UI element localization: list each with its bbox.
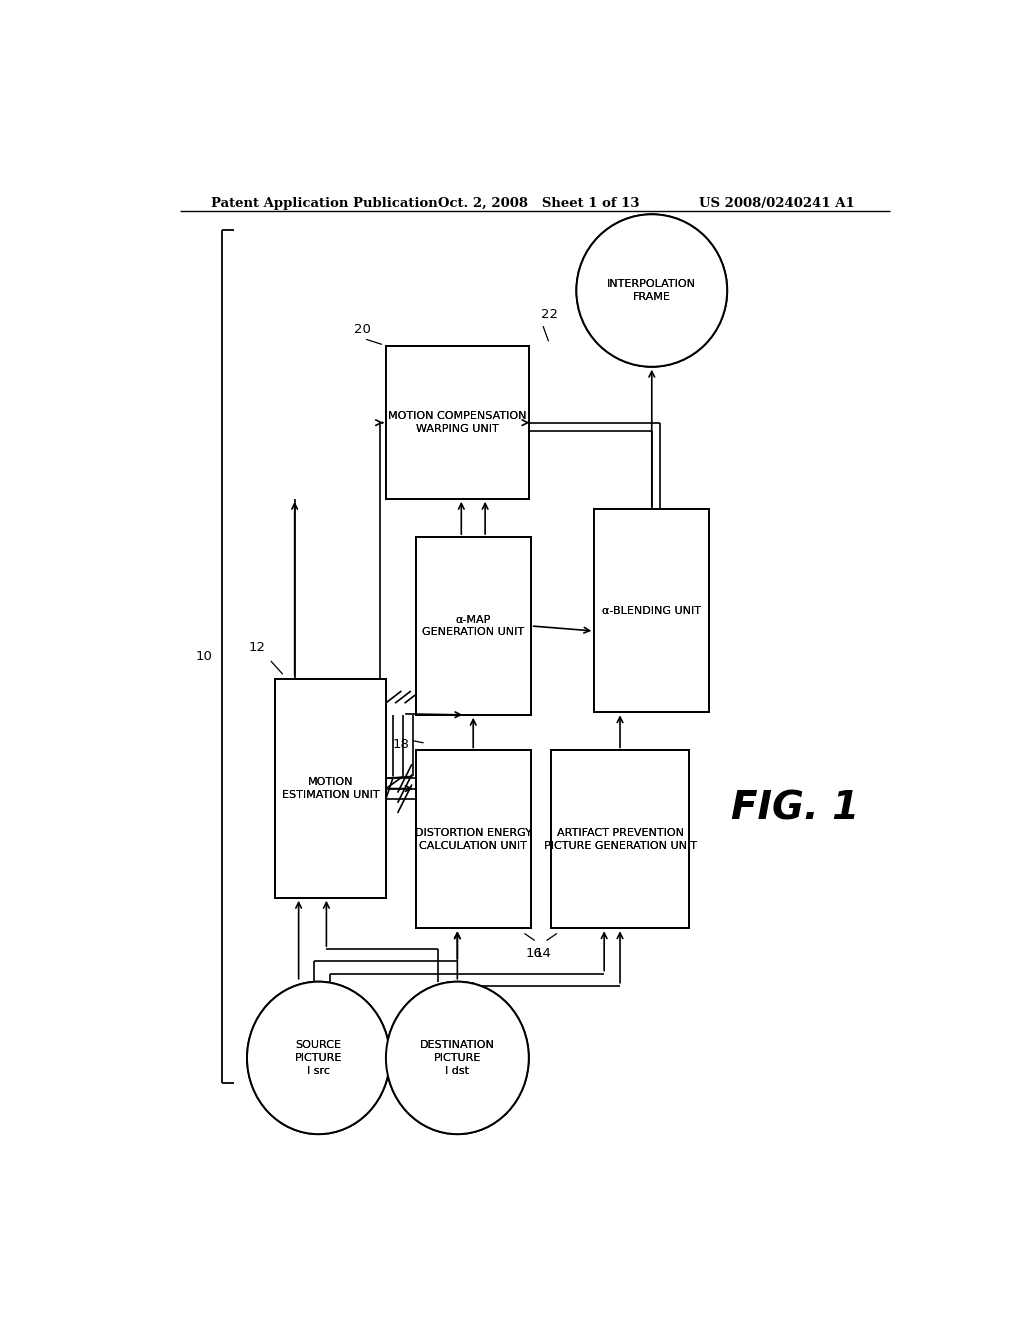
Ellipse shape [386, 982, 528, 1134]
Text: 16: 16 [525, 946, 543, 960]
Text: SOURCE
PICTURE
I src: SOURCE PICTURE I src [295, 1040, 342, 1076]
FancyBboxPatch shape [594, 510, 710, 713]
Ellipse shape [386, 982, 528, 1134]
Text: DISTORTION ENERGY
CALCULATION UNIT: DISTORTION ENERGY CALCULATION UNIT [415, 828, 531, 851]
Text: SOURCE
PICTURE
I src: SOURCE PICTURE I src [295, 1040, 342, 1076]
FancyBboxPatch shape [274, 680, 386, 898]
FancyBboxPatch shape [594, 510, 710, 713]
Text: 20: 20 [354, 323, 371, 337]
Text: 14: 14 [535, 946, 552, 960]
FancyBboxPatch shape [386, 346, 528, 499]
FancyBboxPatch shape [551, 751, 689, 928]
Text: Oct. 2, 2008   Sheet 1 of 13: Oct. 2, 2008 Sheet 1 of 13 [437, 197, 639, 210]
Text: α-BLENDING UNIT: α-BLENDING UNIT [602, 606, 701, 615]
Text: INTERPOLATION
FRAME: INTERPOLATION FRAME [607, 279, 696, 302]
FancyBboxPatch shape [416, 537, 530, 715]
FancyBboxPatch shape [386, 346, 528, 499]
Text: MOTION COMPENSATION
WARPING UNIT: MOTION COMPENSATION WARPING UNIT [388, 412, 526, 434]
FancyBboxPatch shape [416, 537, 530, 715]
FancyBboxPatch shape [416, 751, 530, 928]
Text: ARTIFACT PREVENTION
PICTURE GENERATION UNIT: ARTIFACT PREVENTION PICTURE GENERATION U… [544, 828, 696, 851]
Text: DESTINATION
PICTURE
I dst: DESTINATION PICTURE I dst [420, 1040, 495, 1076]
Text: 12: 12 [248, 642, 265, 653]
Text: US 2008/0240241 A1: US 2008/0240241 A1 [699, 197, 855, 210]
Ellipse shape [247, 982, 390, 1134]
FancyBboxPatch shape [551, 751, 689, 928]
Text: INTERPOLATION
FRAME: INTERPOLATION FRAME [607, 279, 696, 302]
FancyBboxPatch shape [274, 680, 386, 898]
FancyBboxPatch shape [416, 751, 530, 928]
Ellipse shape [247, 982, 390, 1134]
Text: α-BLENDING UNIT: α-BLENDING UNIT [602, 606, 701, 615]
Text: Patent Application Publication: Patent Application Publication [211, 197, 438, 210]
Text: MOTION
ESTIMATION UNIT: MOTION ESTIMATION UNIT [282, 777, 379, 800]
Text: DESTINATION
PICTURE
I dst: DESTINATION PICTURE I dst [420, 1040, 495, 1076]
Text: MOTION COMPENSATION
WARPING UNIT: MOTION COMPENSATION WARPING UNIT [388, 412, 526, 434]
Text: α-MAP
GENERATION UNIT: α-MAP GENERATION UNIT [422, 615, 524, 638]
Text: α-MAP
GENERATION UNIT: α-MAP GENERATION UNIT [422, 615, 524, 638]
Text: 10: 10 [196, 649, 212, 663]
Ellipse shape [577, 214, 727, 367]
Text: 18: 18 [392, 738, 410, 751]
Text: ARTIFACT PREVENTION
PICTURE GENERATION UNIT: ARTIFACT PREVENTION PICTURE GENERATION U… [544, 828, 696, 851]
Text: 22: 22 [541, 308, 558, 321]
Text: DISTORTION ENERGY
CALCULATION UNIT: DISTORTION ENERGY CALCULATION UNIT [415, 828, 531, 851]
Text: MOTION
ESTIMATION UNIT: MOTION ESTIMATION UNIT [282, 777, 379, 800]
Ellipse shape [577, 214, 727, 367]
Text: FIG. 1: FIG. 1 [730, 789, 859, 828]
